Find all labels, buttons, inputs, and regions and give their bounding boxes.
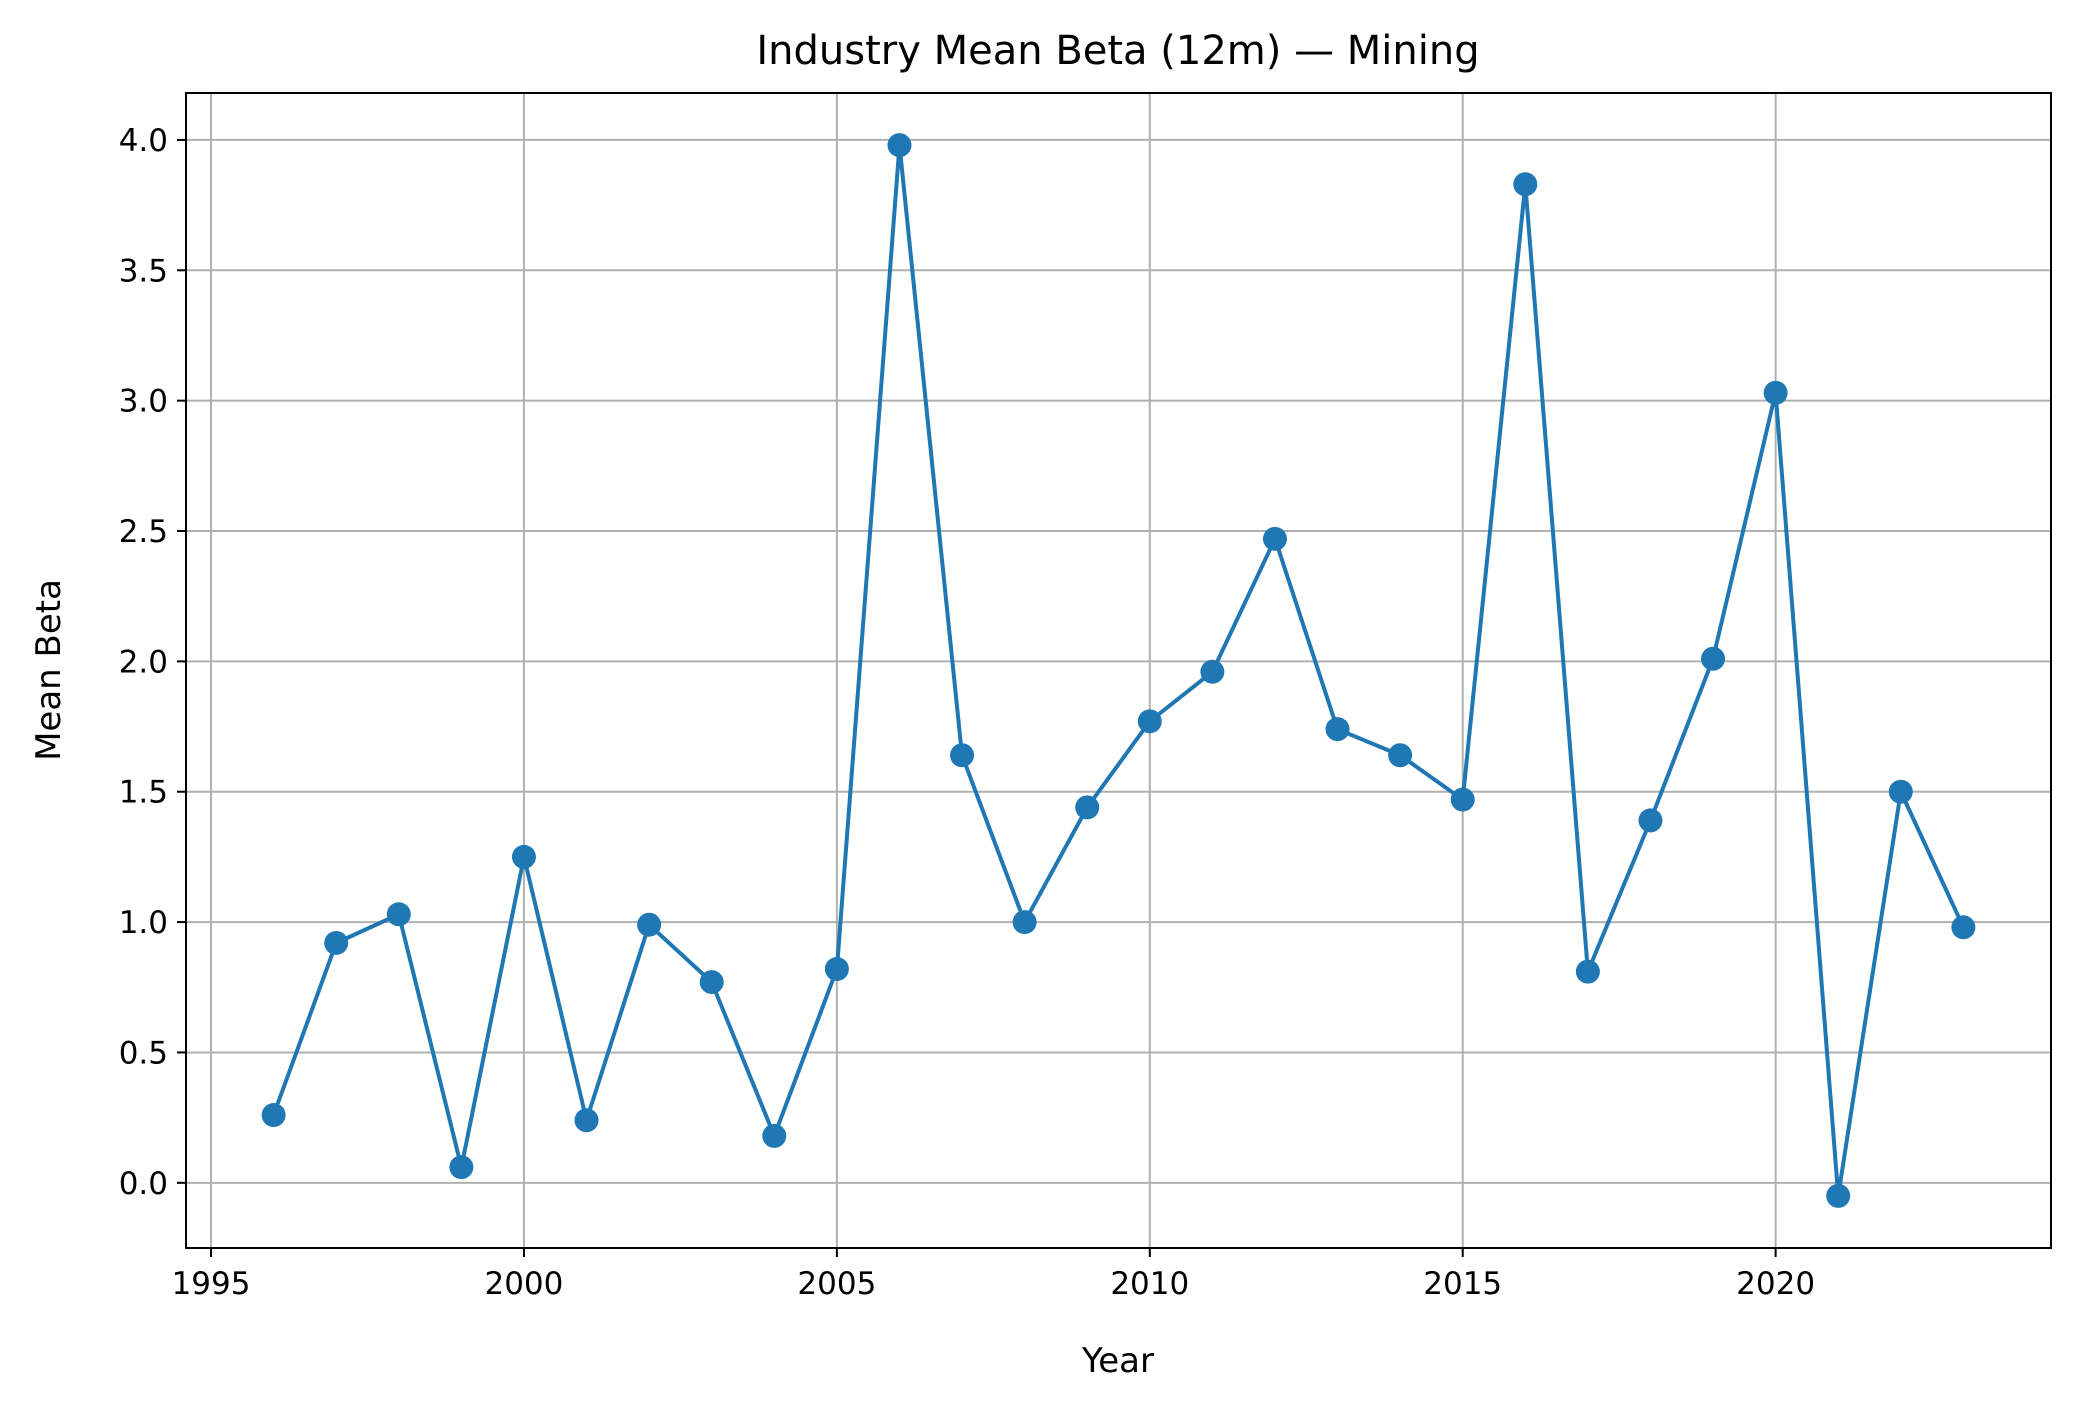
y-tick-label: 2.5 (119, 514, 168, 550)
data-point (1075, 795, 1100, 820)
data-point (1450, 787, 1475, 812)
data-point (1262, 526, 1287, 551)
data-point (699, 970, 724, 995)
data-point (1200, 659, 1225, 684)
data-point (1513, 172, 1538, 197)
data-point (1701, 646, 1726, 671)
x-axis-ticks: 1995 2000 2005 2010 2015 2020 (172, 1248, 1815, 1302)
data-point (1388, 743, 1413, 768)
data-point (637, 912, 662, 937)
chart-title: Industry Mean Beta (12m) — Mining (756, 28, 1479, 74)
data-point (1325, 717, 1350, 742)
data-point (511, 844, 536, 869)
data-point (824, 957, 849, 982)
data-point (762, 1123, 787, 1148)
y-tick-label: 0.5 (119, 1035, 168, 1071)
data-point (1575, 959, 1600, 984)
series (261, 133, 1976, 1208)
y-tick-label: 4.0 (119, 123, 168, 159)
data-point (1951, 915, 1976, 940)
x-tick-label: 2010 (1110, 1266, 1189, 1302)
x-tick-label: 2005 (797, 1266, 876, 1302)
plot-frame (185, 92, 2052, 1249)
x-tick-label: 2015 (1423, 1266, 1502, 1302)
y-axis-ticks: 0.0 0.5 1.0 1.5 2.0 2.5 3.0 3.5 4.0 (119, 123, 186, 1202)
data-point (1826, 1183, 1851, 1208)
data-point (950, 743, 975, 768)
x-axis-label: Year (1081, 1341, 1154, 1381)
data-point (887, 133, 912, 158)
data-point (1763, 380, 1788, 405)
y-axis-label: Mean Beta (29, 579, 69, 761)
data-point (1137, 709, 1162, 734)
data-point (1638, 808, 1663, 833)
data-point (386, 902, 411, 927)
y-tick-label: 2.0 (119, 644, 168, 680)
y-tick-label: 1.0 (119, 905, 168, 941)
data-point (449, 1155, 474, 1180)
x-tick-label: 1995 (172, 1266, 251, 1302)
x-tick-label: 2000 (484, 1266, 563, 1302)
data-point (574, 1108, 599, 1133)
data-point (261, 1103, 286, 1128)
data-point (324, 930, 349, 955)
y-tick-label: 1.5 (119, 775, 168, 811)
y-tick-label: 3.0 (119, 384, 168, 420)
x-tick-label: 2020 (1736, 1266, 1815, 1302)
data-point (1012, 910, 1037, 935)
y-tick-label: 3.5 (119, 253, 168, 289)
series-line (271, 143, 1966, 1198)
data-point (1888, 779, 1913, 804)
grid (186, 93, 2051, 1248)
y-tick-label: 0.0 (119, 1166, 168, 1202)
